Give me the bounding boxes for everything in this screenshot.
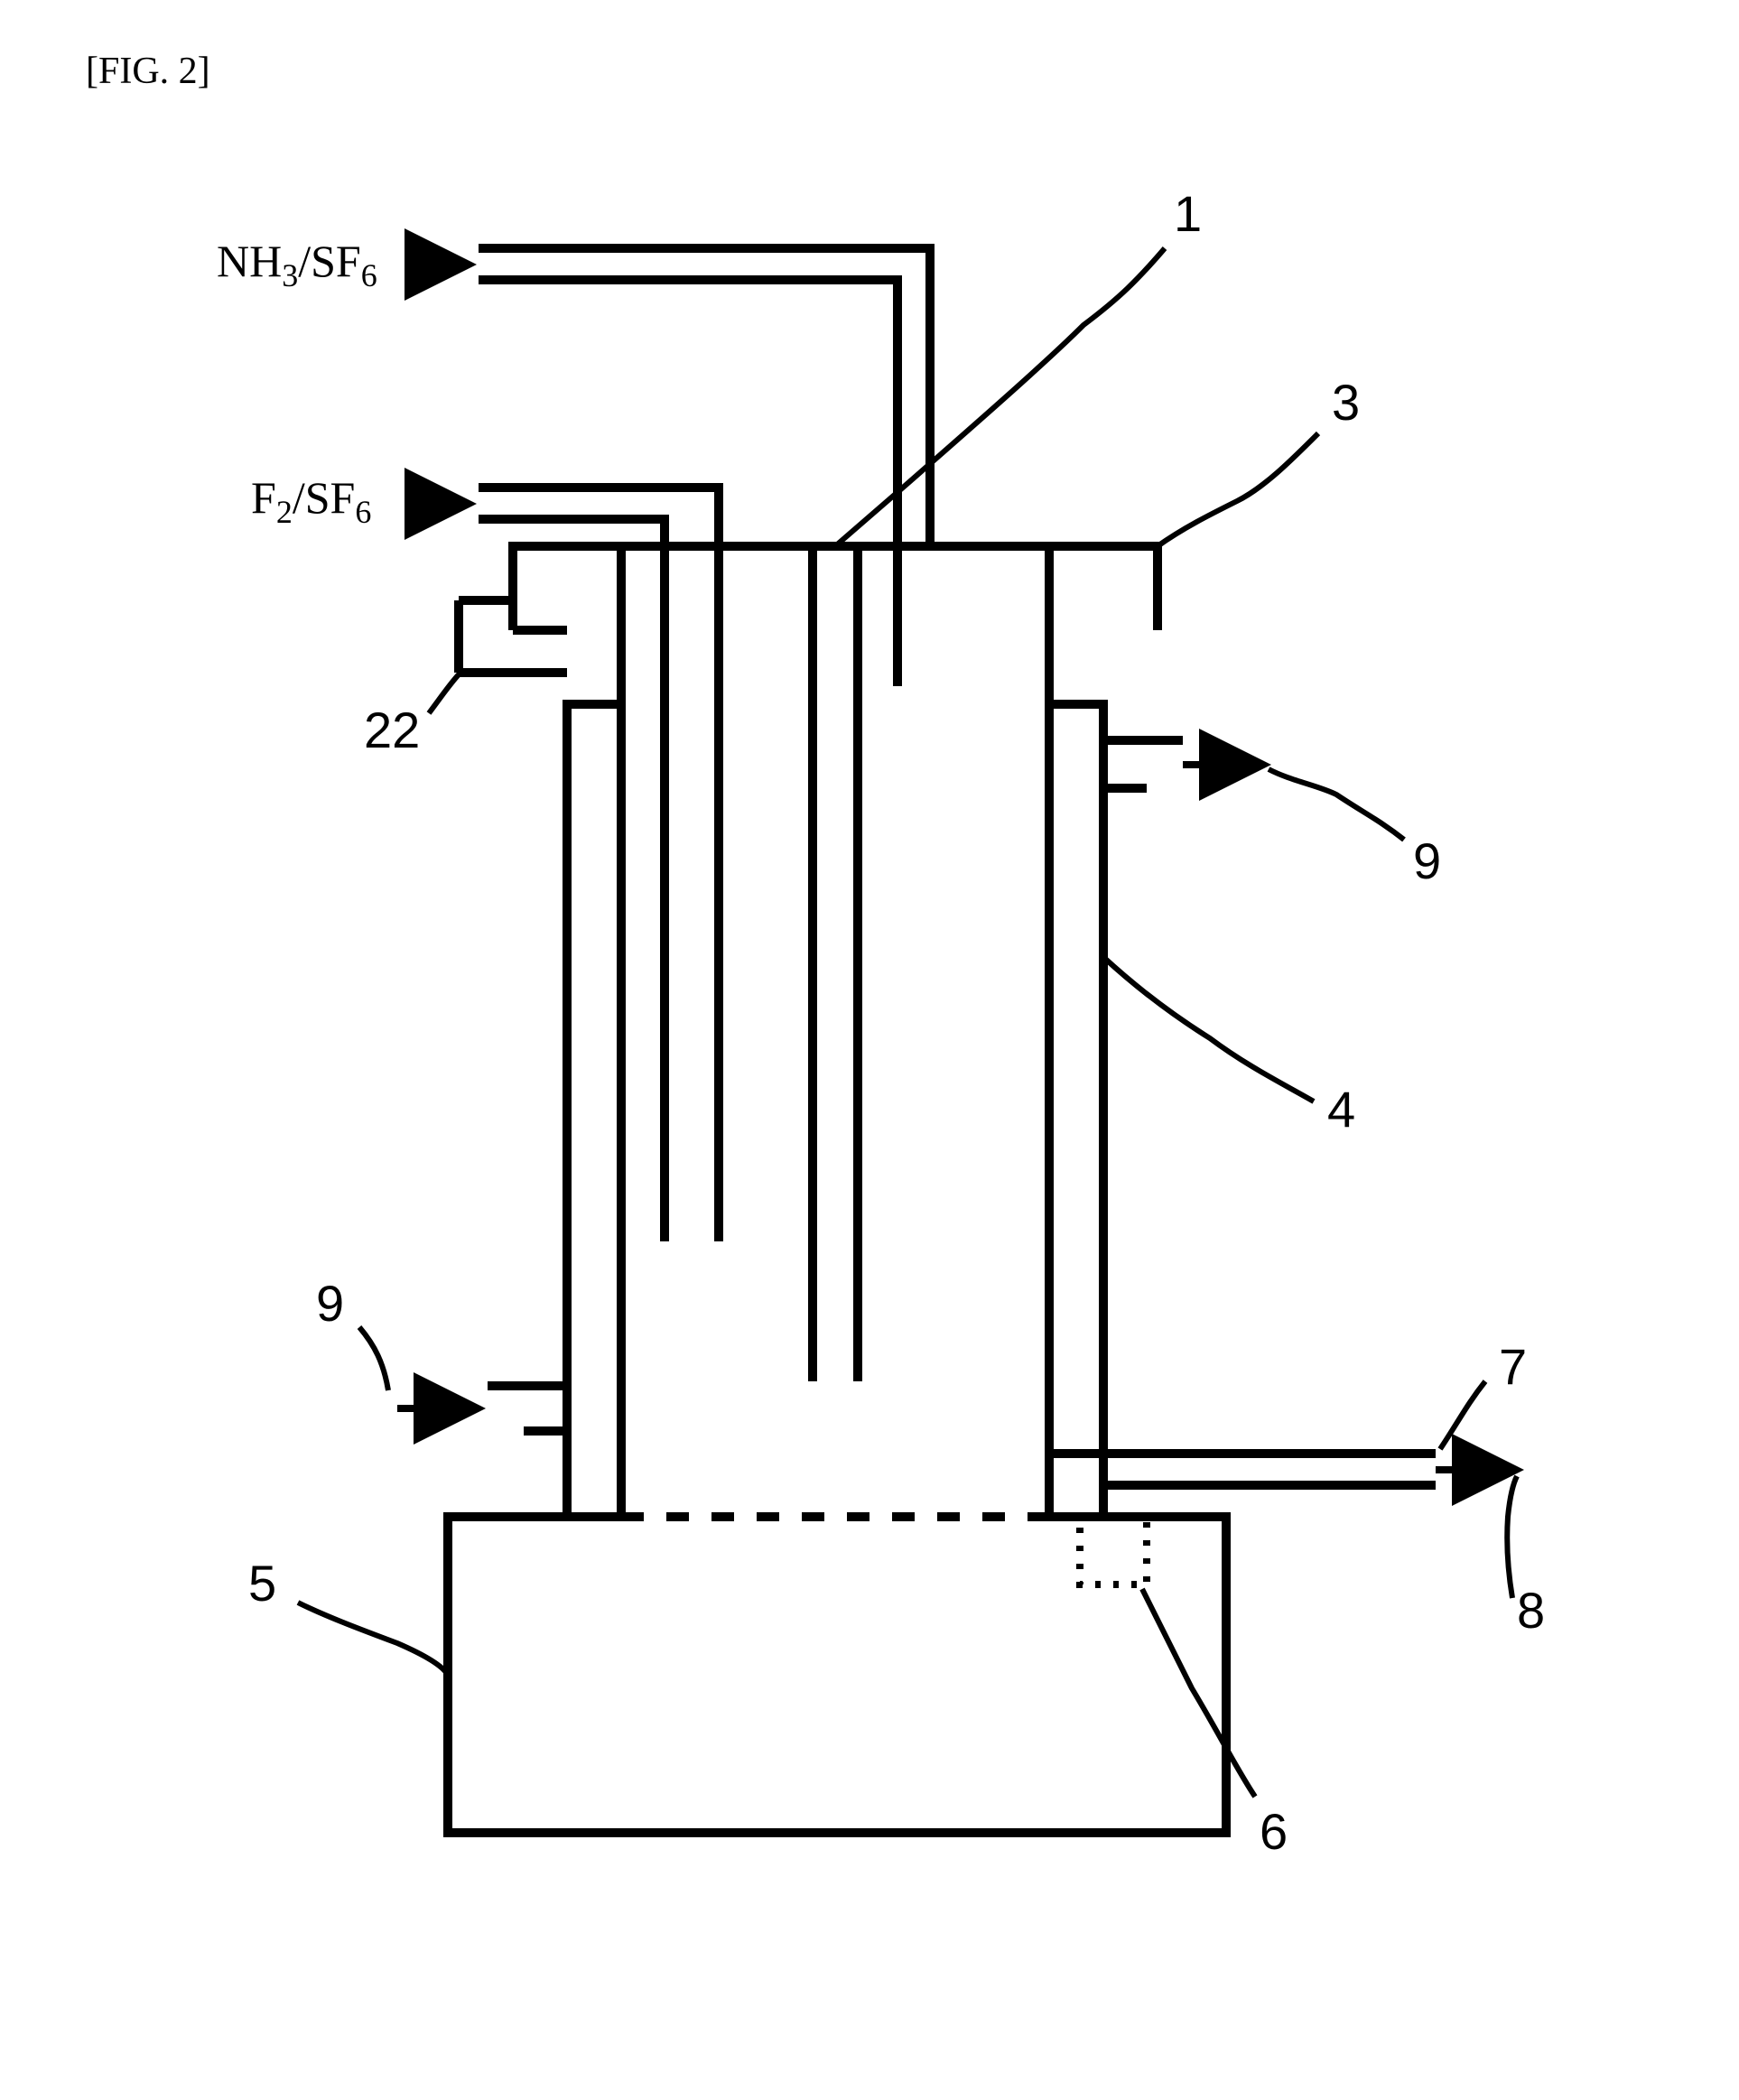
diagram-svg bbox=[0, 0, 1739, 2100]
